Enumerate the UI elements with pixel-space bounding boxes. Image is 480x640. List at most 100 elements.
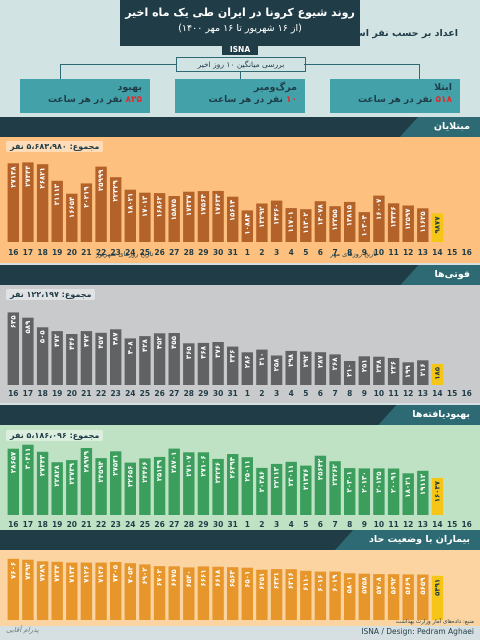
infected-bar [241, 210, 253, 242]
recovered-bar [197, 452, 210, 515]
recovered-tick-label: 13 [418, 520, 428, 529]
deaths-tick-label: 7 [332, 389, 337, 398]
recovered-data-label: ۲۷۱۰۷ [185, 455, 193, 477]
severe-bar [7, 558, 19, 620]
deaths-data-label: ۲۵۱ [360, 359, 368, 372]
infected-data-label: ۱۴۲۶۰ [273, 204, 281, 225]
deaths-bar [22, 317, 34, 385]
severe-bar [22, 559, 34, 620]
recovered-tick-label: 10 [374, 520, 384, 529]
recovered-tick-label: 8 [347, 520, 352, 529]
deaths-tick-label: 5 [303, 389, 308, 398]
infected-tick-label: 2 [259, 248, 264, 257]
infected-bar [168, 196, 180, 242]
severe-data-label: ۷۲۰۵ [112, 564, 120, 582]
recovered-tick-label: 19 [52, 520, 62, 529]
deaths-data-label: ۴۵۵ [170, 335, 178, 349]
deaths-bar [329, 354, 341, 385]
infected-bar [7, 163, 19, 242]
recovered-tick-label: 2 [259, 520, 264, 529]
infected-data-label: ۱۸۰۲۱ [126, 193, 134, 214]
infected-bar [212, 190, 224, 242]
infected-data-label: ۱۶۰۰۷ [375, 198, 383, 220]
infected-bar [197, 191, 210, 242]
severe-bar [300, 570, 312, 620]
infected-data-label: ۱۲۵۹۷ [404, 208, 412, 230]
recovered-bar [66, 460, 78, 515]
recovered-data-label: ۲۰۳۸۶ [258, 471, 266, 492]
recovered-tick-label: 23 [110, 520, 120, 529]
connector-right [304, 64, 420, 65]
severe-data-label: ۶۶۷۵ [170, 569, 178, 587]
severe-bar [329, 571, 341, 620]
recovered-data-label: ۱۶۰۴۷ [433, 480, 441, 502]
severe-bar [314, 571, 327, 620]
recovered-data-label: ۲۴۴۶۶ [141, 461, 149, 482]
stat-recovery: بهبود ۸۲۵ نفر در هر ساعت [20, 79, 150, 113]
stat-infections-value: ۵۱۸ [435, 95, 452, 105]
deaths-data-label: ۴۲۸ [141, 338, 149, 352]
recovered-bar [51, 462, 63, 515]
stat-recovery-value: ۸۲۵ [125, 95, 142, 105]
recovered-total: مجموع: ۵،۱۸۶،۰۹۶ نفر [6, 430, 104, 441]
infected-bar [36, 164, 49, 242]
average-label: بررسی میانگین ۱۰ روز اخیر [176, 57, 306, 72]
severe-bar [183, 567, 195, 620]
infected-data-label: ۲۷۱۳۸ [9, 166, 17, 188]
severe-bar [168, 566, 180, 620]
severe-data-label: ۵۸۰۱ [346, 576, 354, 593]
infected-data-label: ۱۰۸۸۴ [243, 213, 251, 235]
deaths-data-label: ۴۰۸ [126, 341, 134, 355]
panel-deaths: ۶۳۵ ۵۸۹ ۵۰۵ ۴۷۲ ۴۴۶ ۴۷۲ ۴۵۷ ۴۸۷ ۴۰۸ ۴۲۸ ۴۵۲ ۴۵۵ ۳۶۵ ۳… [0, 285, 480, 403]
infected-tick-label: 26 [154, 248, 164, 257]
infected-data-label: ۲۵۹۹۹ [97, 169, 105, 191]
infected-tick-label: 27 [169, 248, 179, 257]
deaths-tick-label: 16 [461, 389, 471, 398]
infected-tick-label: 1 [245, 248, 250, 257]
deaths-bar [358, 356, 370, 385]
recovered-data-label: ۲۴۵۹۴ [97, 460, 105, 482]
infected-tick-label: 15 [447, 248, 457, 257]
severe-data-label: ۶۱۱۰ [302, 574, 310, 591]
infected-tick-label: 5 [303, 248, 308, 257]
infected-tick-label: 18 [37, 248, 47, 257]
recovered-bar [110, 451, 122, 515]
infected-tick-label: 29 [198, 248, 208, 257]
recovered-tick-label: 18 [37, 520, 47, 529]
recovered-tick-label: 21 [81, 520, 91, 529]
severe-bar [51, 561, 63, 620]
deaths-tick-label: 31 [227, 389, 237, 398]
infected-bar [270, 200, 283, 242]
infected-tick-label: 11 [388, 248, 398, 257]
recovered-data-label: ۳۰۴۱۱ [24, 448, 32, 469]
severe-data-label: ۵۶۹۲ [390, 576, 398, 594]
deaths-tick-label: 8 [347, 389, 352, 398]
infected-tick-label: 31 [227, 248, 237, 257]
deaths-tick-label: 11 [388, 389, 398, 398]
deaths-data-label: ۱۸۵ [433, 366, 441, 380]
severe-data-label: ۶۵۶۳ [229, 569, 237, 587]
deaths-bar [66, 334, 78, 385]
severe-data-label: ۷۴۹۲ [24, 562, 32, 580]
stat-infections-name: ابتلا [434, 82, 452, 93]
infected-tick-label: 10 [374, 248, 384, 257]
infected-tick-label: 8 [347, 248, 352, 257]
recovered-tick-label: 4 [289, 520, 294, 529]
recovered-bar [387, 468, 400, 515]
deaths-data-label: ۲۳۶ [390, 361, 398, 374]
stat-infections: ابتلا ۵۱۸ نفر در هر ساعت [330, 79, 460, 113]
recovered-tick-label: 6 [318, 520, 323, 529]
recovered-tick-label: 9 [362, 520, 367, 529]
severe-chart: ۷۶۰۶ ۷۴۹۲ ۷۲۸۹ ۷۲۳۴ ۷۱۳۳ ۷۱۲۶ ۷۱۳۶ ۷۲۰۵ ۷۰۵۴ ۶۹۰۲… [7, 558, 444, 620]
recovered-data-label: ۲۳۲۶۲ [331, 463, 339, 485]
severe-data-label: ۶۶۶۱ [199, 569, 207, 586]
recovered-data-label: ۲۷۳۴۳ [39, 454, 47, 476]
recovered-bar [431, 477, 444, 515]
infected-bar [402, 205, 414, 242]
stat-infections-unit: نفر در هر ساعت [357, 95, 433, 105]
recovered-tick-label: 11 [388, 520, 398, 529]
section-deaths-bar [0, 265, 480, 285]
severe-data-label: ۷۲۸۹ [39, 564, 47, 582]
deaths-data-label: ۲۴۸ [375, 359, 383, 373]
